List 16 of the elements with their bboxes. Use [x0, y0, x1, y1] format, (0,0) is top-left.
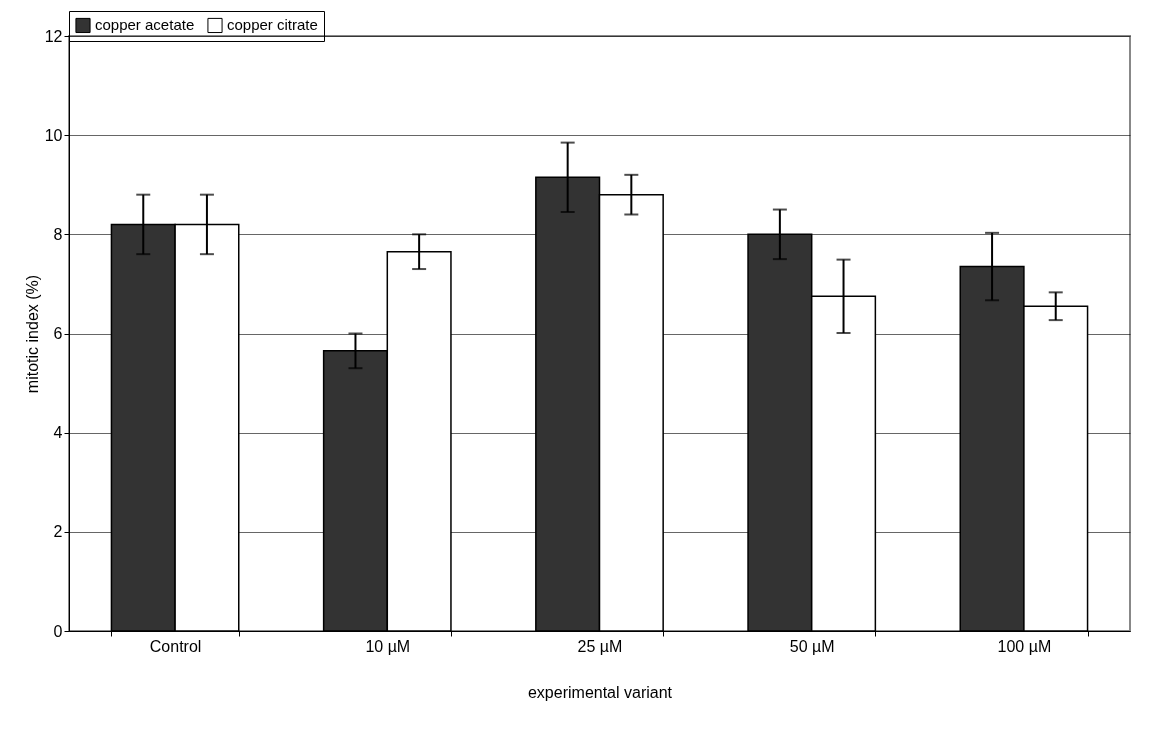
x-tick-label: 10 µM	[365, 637, 411, 655]
y-tick-label: 2	[53, 523, 63, 541]
legend-label: copper acetate	[95, 16, 195, 34]
x-tick-label: Control	[149, 637, 202, 655]
y-tick-label: 6	[53, 325, 63, 342]
x-tick-label: 25 µM	[577, 637, 623, 655]
y-tick-label: 10	[44, 126, 63, 144]
y-tick-label: 4	[53, 424, 63, 442]
x-tick-label: 100 µM	[997, 637, 1052, 655]
x-axis-title: experimental variant	[527, 683, 673, 701]
y-tick-label: 12	[44, 27, 63, 45]
y-axis-title: mitotic index (%)	[23, 274, 41, 394]
y-tick-label: 8	[53, 225, 63, 243]
legend-label: copper citrate	[227, 16, 318, 34]
x-tick-label: 50 µM	[789, 637, 835, 655]
y-tick-label: 0	[53, 622, 63, 640]
